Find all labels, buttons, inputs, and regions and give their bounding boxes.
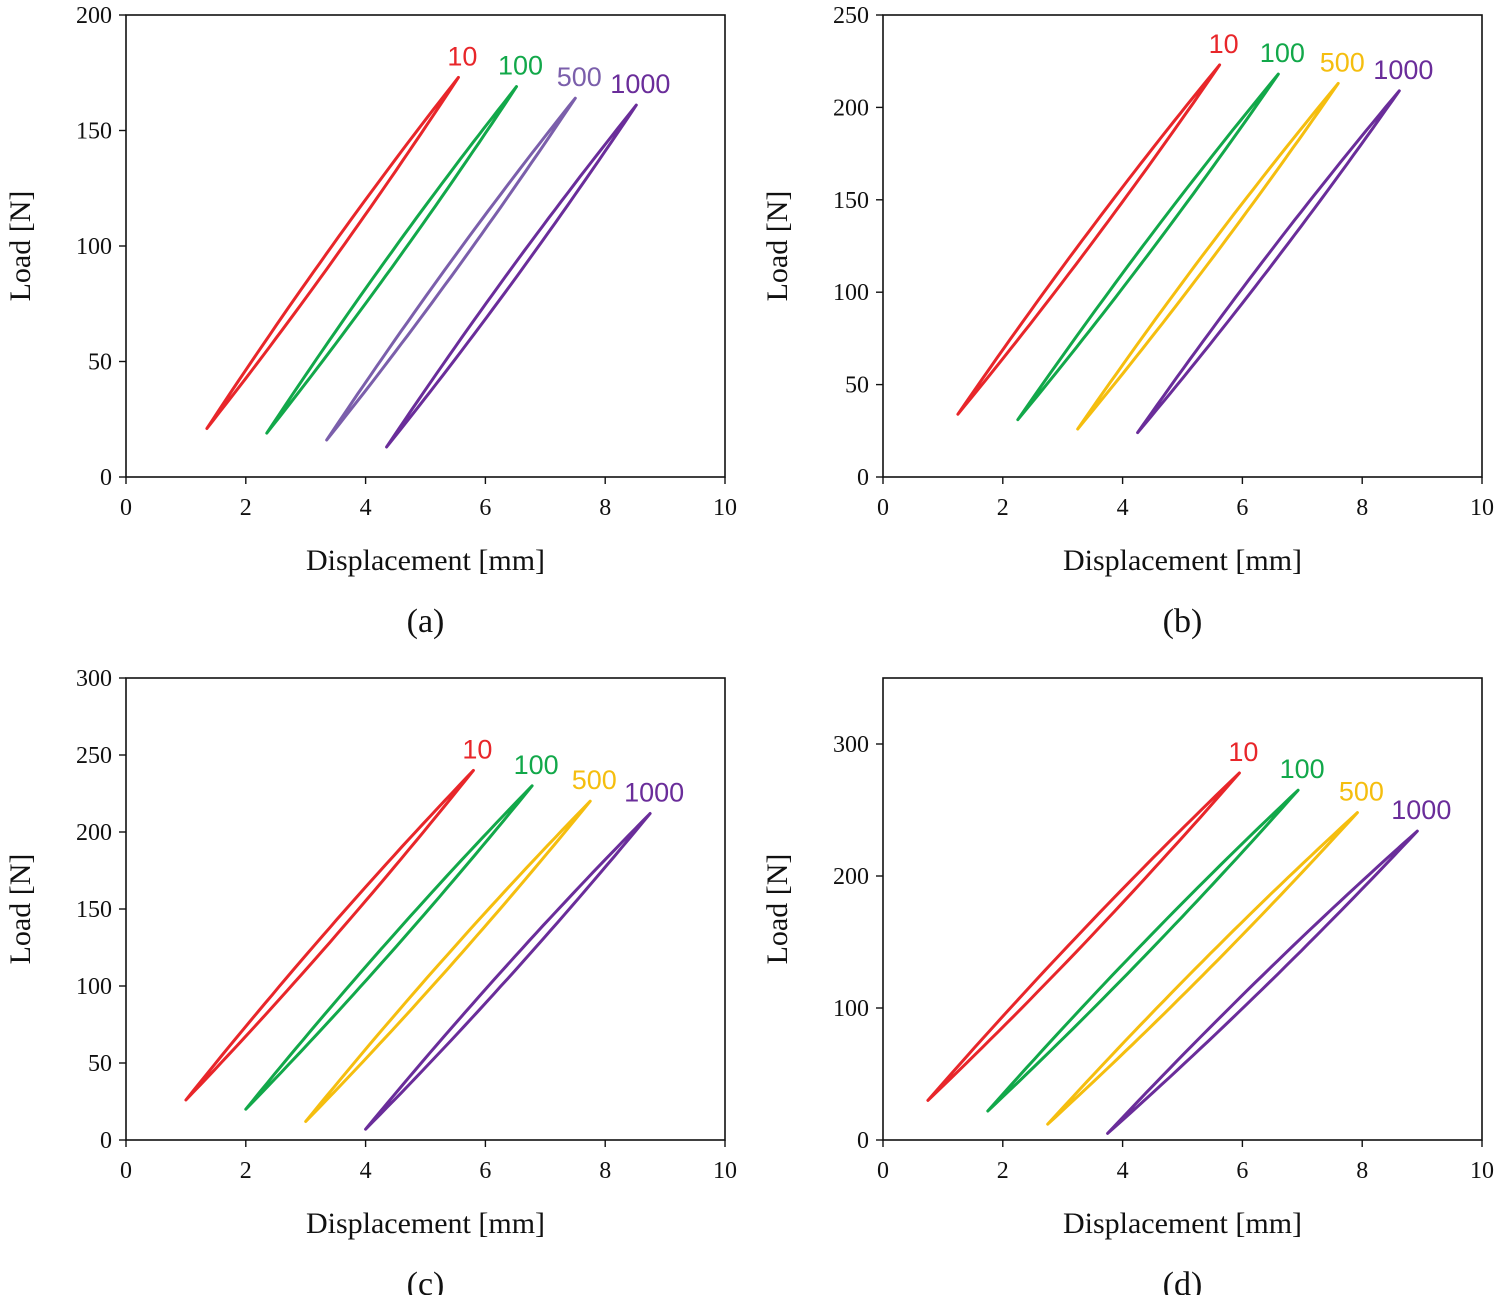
panel-label: (c) [407, 1266, 445, 1295]
hysteresis-loop-500 [1046, 811, 1359, 1126]
y-tick-label: 0 [100, 1128, 112, 1154]
y-axis-label: Load [N] [4, 191, 37, 302]
y-tick-label: 0 [100, 465, 112, 491]
x-tick-label: 4 [360, 1158, 372, 1184]
y-tick-label: 300 [833, 732, 869, 758]
hysteresis-loop-100 [986, 788, 1300, 1113]
series-label-500: 500 [572, 765, 617, 795]
x-tick-label: 2 [240, 495, 252, 521]
hysteresis-loop-100 [244, 784, 534, 1111]
y-tick-label: 250 [833, 3, 869, 29]
y-axis-label: Load [N] [761, 854, 794, 965]
series-label-100: 100 [1280, 754, 1325, 784]
series-label-100: 100 [498, 51, 543, 81]
y-tick-label: 200 [76, 3, 112, 29]
x-tick-label: 10 [713, 495, 737, 521]
hysteresis-loop-100 [1016, 72, 1280, 422]
x-tick-label: 6 [1236, 495, 1248, 521]
x-tick-label: 2 [997, 495, 1009, 521]
x-axis-label: Displacement [mm] [306, 544, 545, 577]
series-label-500: 500 [1320, 47, 1365, 77]
y-tick-label: 300 [76, 666, 112, 692]
x-axis-label: Displacement [mm] [306, 1207, 545, 1240]
plot-frame [125, 677, 726, 1141]
series-label-100: 100 [514, 750, 559, 780]
y-tick-label: 150 [833, 188, 869, 214]
x-tick-label: 8 [599, 495, 611, 521]
hysteresis-loop-500 [1076, 81, 1340, 431]
series-label-10: 10 [1209, 29, 1239, 59]
hysteresis-loop-1000 [385, 103, 638, 449]
series-label-500: 500 [1339, 777, 1384, 807]
x-tick-label: 6 [1236, 1158, 1248, 1184]
panel-label: (d) [1163, 1266, 1203, 1295]
y-tick-label: 100 [76, 234, 112, 260]
y-tick-label: 100 [76, 974, 112, 1000]
series-label-10: 10 [462, 734, 492, 764]
y-tick-label: 200 [76, 820, 112, 846]
series-label-500: 500 [557, 62, 602, 92]
y-tick-label: 150 [76, 897, 112, 923]
panel-label: (a) [407, 603, 445, 640]
series-label-100: 100 [1260, 38, 1305, 68]
x-axis-label: Displacement [mm] [1063, 1207, 1302, 1240]
x-tick-label: 10 [1470, 1158, 1494, 1184]
series-label-10: 10 [1228, 737, 1258, 767]
series-label-1000: 1000 [624, 778, 684, 808]
x-tick-label: 6 [479, 1158, 491, 1184]
x-tick-label: 4 [1117, 495, 1129, 521]
x-tick-label: 0 [877, 495, 889, 521]
x-tick-label: 2 [997, 1158, 1009, 1184]
series-label-1000: 1000 [1373, 55, 1433, 85]
hysteresis-loop-10 [184, 768, 475, 1102]
y-tick-label: 100 [833, 996, 869, 1022]
y-tick-label: 0 [857, 1128, 869, 1154]
hysteresis-loop-10 [926, 771, 1241, 1102]
hysteresis-loop-100 [265, 85, 518, 435]
x-tick-label: 0 [877, 1158, 889, 1184]
x-tick-label: 8 [1356, 1158, 1368, 1184]
y-tick-label: 200 [833, 864, 869, 890]
y-axis-label: Load [N] [761, 191, 794, 302]
series-label-10: 10 [447, 41, 477, 71]
plot-frame [882, 14, 1483, 478]
y-tick-label: 200 [833, 95, 869, 121]
series-label-1000: 1000 [1391, 795, 1451, 825]
x-tick-label: 2 [240, 1158, 252, 1184]
hysteresis-loop-10 [956, 63, 1222, 416]
y-tick-label: 50 [88, 1051, 112, 1077]
plot-frame [882, 677, 1483, 1141]
x-tick-label: 0 [120, 495, 132, 521]
hysteresis-loop-1000 [364, 812, 652, 1131]
x-tick-label: 0 [120, 1158, 132, 1184]
y-axis-label: Load [N] [4, 854, 37, 965]
hysteresis-loop-500 [304, 799, 592, 1123]
y-tick-label: 250 [76, 743, 112, 769]
x-tick-label: 6 [479, 495, 491, 521]
y-tick-label: 50 [845, 373, 869, 399]
y-tick-label: 0 [857, 465, 869, 491]
y-tick-label: 100 [833, 280, 869, 306]
panel-label: (b) [1163, 603, 1203, 640]
x-tick-label: 10 [1470, 495, 1494, 521]
series-label-1000: 1000 [610, 69, 670, 99]
x-tick-label: 8 [1356, 495, 1368, 521]
x-tick-label: 4 [1117, 1158, 1129, 1184]
x-axis-label: Displacement [mm] [1063, 544, 1302, 577]
x-tick-label: 4 [360, 495, 372, 521]
hysteresis-loop-10 [205, 75, 460, 430]
hysteresis-loop-500 [325, 96, 577, 442]
y-tick-label: 50 [88, 350, 112, 376]
hysteresis-loop-1000 [1106, 829, 1419, 1135]
x-tick-label: 8 [599, 1158, 611, 1184]
x-tick-label: 10 [713, 1158, 737, 1184]
hysteresis-loop-1000 [1136, 89, 1401, 435]
y-tick-label: 150 [76, 119, 112, 145]
